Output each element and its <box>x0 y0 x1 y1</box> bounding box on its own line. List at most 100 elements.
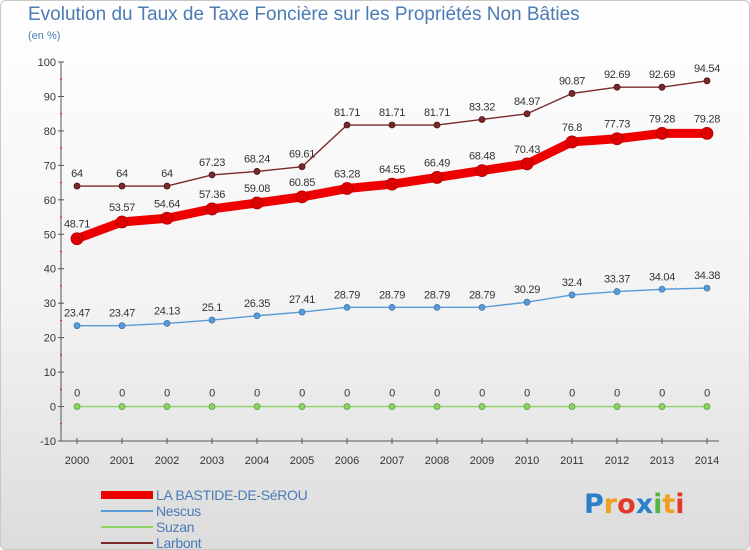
unit-label: (en %) <box>28 30 61 42</box>
data-label: 0 <box>659 388 665 400</box>
data-label: 64 <box>71 168 83 180</box>
data-label: 0 <box>569 388 575 400</box>
y-tick-label: 80 <box>44 126 56 138</box>
logo-letter: i <box>653 489 663 520</box>
data-label: 90.87 <box>559 75 585 87</box>
data-point <box>565 135 579 149</box>
data-point <box>118 322 126 330</box>
data-point <box>163 182 171 190</box>
data-point <box>478 303 486 311</box>
x-tick-label: 2003 <box>200 455 224 467</box>
data-label: 0 <box>614 388 620 400</box>
data-label: 79.28 <box>649 113 675 125</box>
data-point <box>73 403 81 410</box>
legend-label-suzan: Suzan <box>156 519 195 535</box>
axes: -10 0 10 20 30 40 50 60 70 80 90 100 2000 2001 2002 200… <box>38 57 720 467</box>
data-label: 0 <box>164 388 170 400</box>
data-point <box>118 182 126 190</box>
data-label: 92.69 <box>604 69 630 81</box>
data-point <box>523 403 531 410</box>
data-point <box>163 320 171 327</box>
data-label: 66.49 <box>424 157 450 169</box>
data-label: 63.28 <box>334 169 360 181</box>
y-tick-label: 30 <box>44 298 56 310</box>
data-point <box>658 83 666 91</box>
legend-swatch-suzan <box>101 526 153 528</box>
data-point <box>478 116 486 123</box>
data-label: 24.13 <box>154 305 180 317</box>
x-tick-label: 2007 <box>380 455 404 467</box>
data-label: 25.1 <box>202 302 222 314</box>
data-label: 0 <box>299 388 305 400</box>
data-label: 81.71 <box>379 107 405 119</box>
data-point <box>433 403 441 410</box>
y-tick-label: 10 <box>44 367 56 379</box>
data-point <box>478 403 486 410</box>
data-label: 0 <box>74 388 80 400</box>
data-label: 68.24 <box>244 153 270 165</box>
x-tick-label: 2000 <box>65 455 89 467</box>
data-label: 94.54 <box>694 63 720 75</box>
data-point <box>160 211 174 225</box>
data-label: 28.79 <box>379 289 405 301</box>
x-tick-label: 2013 <box>650 455 674 467</box>
data-label: 28.79 <box>469 289 495 301</box>
data-point <box>388 121 396 129</box>
y-tick-label: 40 <box>44 264 56 276</box>
data-point <box>340 182 354 195</box>
data-point <box>703 77 711 85</box>
data-point <box>388 403 396 410</box>
data-label: 79.28 <box>694 113 720 125</box>
data-point <box>388 303 396 311</box>
data-label: 67.23 <box>199 157 225 169</box>
data-point <box>163 403 171 410</box>
data-label: 70.43 <box>514 144 540 156</box>
data-point <box>115 215 129 229</box>
data-label: 23.47 <box>109 308 135 320</box>
series-labels: 48.71 53.57 54.64 57.36 59.08 60.85 63.28 64.55… <box>64 63 721 400</box>
x-tick-label: 2012 <box>605 455 629 467</box>
legend-swatch-larbont <box>101 542 153 544</box>
data-label: 81.71 <box>334 107 360 119</box>
data-point <box>520 157 534 171</box>
data-point <box>610 132 624 146</box>
data-label: 53.57 <box>109 202 135 214</box>
x-tick-label: 2009 <box>470 455 494 467</box>
legend-swatch-nescus <box>101 510 153 512</box>
data-label: 81.71 <box>424 107 450 119</box>
logo-letter: r <box>603 489 618 520</box>
data-point <box>343 403 351 410</box>
data-label: 64 <box>161 168 173 180</box>
data-label: 64.55 <box>379 164 405 176</box>
data-label: 33.37 <box>604 274 630 286</box>
y-tick-label: -10 <box>40 436 56 448</box>
data-point <box>613 403 621 410</box>
data-point <box>298 308 306 316</box>
data-point <box>568 90 576 97</box>
data-point <box>250 196 264 210</box>
x-tick-label: 2005 <box>290 455 314 467</box>
x-tick-label: 2004 <box>245 455 269 467</box>
y-tick-label: 70 <box>44 160 56 172</box>
data-label: 0 <box>254 388 260 400</box>
data-point <box>70 232 84 246</box>
y-tick-label: 0 <box>50 402 56 414</box>
data-point <box>658 285 666 293</box>
proxiti-logo[interactable]: Proxiti <box>584 489 685 520</box>
data-point <box>385 177 399 191</box>
chart-title: Evolution du Taux de Taxe Foncière sur l… <box>28 4 580 25</box>
series-points <box>70 77 714 410</box>
data-label: 0 <box>119 388 125 400</box>
logo-letter: t <box>662 489 676 520</box>
data-label: 0 <box>434 388 440 400</box>
data-point <box>475 164 489 178</box>
x-tick-label: 2006 <box>335 455 359 467</box>
y-tick-label: 50 <box>44 229 56 241</box>
y-tick-label: 100 <box>38 57 56 69</box>
x-tick-label: 2010 <box>515 455 539 467</box>
x-tick-label: 2002 <box>155 455 179 467</box>
data-point <box>433 303 441 311</box>
legend-label-la-bastide: LA BASTIDE-DE-SéROU <box>156 487 308 503</box>
